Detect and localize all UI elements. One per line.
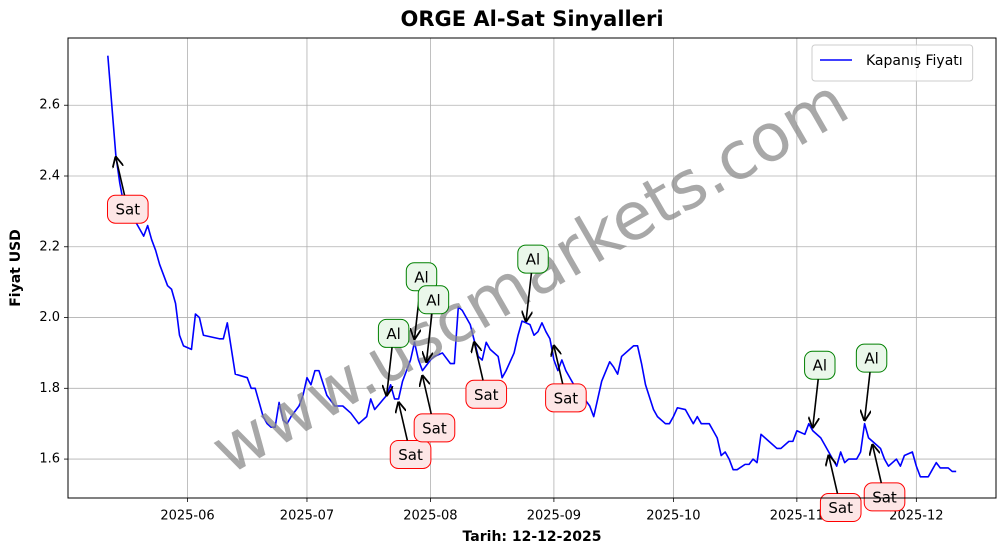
plot-area	[107, 55, 957, 478]
annotation-label: Al	[813, 357, 827, 375]
annotation-arrow	[426, 313, 431, 362]
y-tick-label: 2.6	[39, 98, 60, 113]
annotation-box	[855, 343, 888, 373]
annotation-box	[804, 350, 836, 380]
x-tick-label: 2025-08	[403, 509, 457, 524]
annotation-box	[517, 244, 549, 274]
annotation-arrow	[873, 445, 883, 484]
annotation: Sat	[465, 342, 508, 409]
annotation-arrow	[474, 342, 484, 381]
x-tick-label: 2025-12	[889, 509, 943, 524]
annotation-box	[465, 379, 508, 409]
plot-frame	[67, 37, 997, 499]
annotation-label: Sat	[828, 499, 853, 517]
annotation-arrow	[813, 379, 818, 427]
annotation-label: Al	[386, 325, 400, 343]
annotation: Sat	[413, 376, 456, 443]
annotation: Sat	[863, 445, 906, 512]
annotation-arrow	[116, 157, 126, 196]
annotations: Sat Al Sat Al Al Sat Sat Al Sat Al Sat Al Sat	[106, 157, 906, 523]
annotation-arrow	[422, 376, 433, 415]
annotation-arrow	[387, 347, 392, 395]
legend-box	[811, 44, 974, 82]
annotation-arrow	[554, 346, 564, 385]
annotation-box	[819, 493, 862, 523]
annotation-label: Sat	[115, 201, 140, 219]
annotation-arrow	[865, 372, 870, 420]
annotation-label: Al	[864, 350, 878, 368]
x-tick-label: 2025-09	[527, 509, 581, 524]
annotation: Al	[405, 262, 438, 339]
y-tick-label: 1.8	[39, 381, 60, 396]
y-tick-label: 1.6	[39, 452, 60, 467]
annotation-arrow	[829, 456, 839, 494]
annotation-box	[413, 413, 456, 443]
x-tick-label: 2025-06	[160, 509, 214, 524]
annotation-label: Al	[526, 251, 540, 269]
y-axis-label: Fiyat USD	[8, 229, 24, 307]
annotation-box	[863, 482, 906, 512]
annotation-label: Sat	[474, 386, 499, 404]
annotation-label: Sat	[554, 389, 579, 407]
annotation: Al	[855, 343, 888, 420]
annotation: Al	[517, 244, 549, 321]
x-tick-label: 2025-07	[280, 509, 334, 524]
x-tick-label: 2025-11	[770, 509, 824, 524]
annotation: Sat	[545, 346, 587, 413]
price-line	[107, 55, 957, 478]
annotation-label: Sat	[872, 488, 897, 506]
annotation-box	[545, 383, 587, 413]
grid: 2025-06 2025-07 2025-08 2025-09 2025-10 2025-…	[39, 38, 996, 524]
watermark: www.uscmarkets.com	[199, 63, 861, 490]
annotation: Al	[804, 350, 836, 427]
x-axis-label: Tarih: 12-12-2025	[463, 529, 602, 545]
annotation-box	[377, 318, 410, 348]
annotation-arrow	[399, 402, 409, 441]
annotation: Sat	[389, 402, 432, 469]
x-tick-label: 2025-10	[646, 509, 700, 524]
annotation-label: Sat	[398, 446, 423, 464]
annotation-label: Al	[414, 268, 428, 286]
annotation-label: Sat	[422, 419, 447, 437]
annotation-arrow	[526, 272, 531, 321]
annotation: Al	[417, 285, 450, 362]
annotation: Sat	[819, 456, 862, 523]
annotation-box	[106, 194, 149, 224]
annotation-box	[389, 439, 432, 469]
annotation: Sat	[106, 157, 149, 224]
y-tick-label: 2.4	[39, 169, 60, 184]
legend-label: Kapanış Fiyatı	[866, 53, 963, 69]
chart-title: ORGE Al-Sat Sinyalleri	[400, 7, 663, 31]
annotation-label: Al	[426, 291, 440, 309]
annotation: Al	[377, 318, 410, 395]
legend: Kapanış Fiyatı	[811, 44, 974, 82]
y-tick-label: 2.0	[39, 310, 60, 325]
y-tick-label: 2.2	[39, 239, 60, 254]
annotation-box	[417, 285, 450, 315]
